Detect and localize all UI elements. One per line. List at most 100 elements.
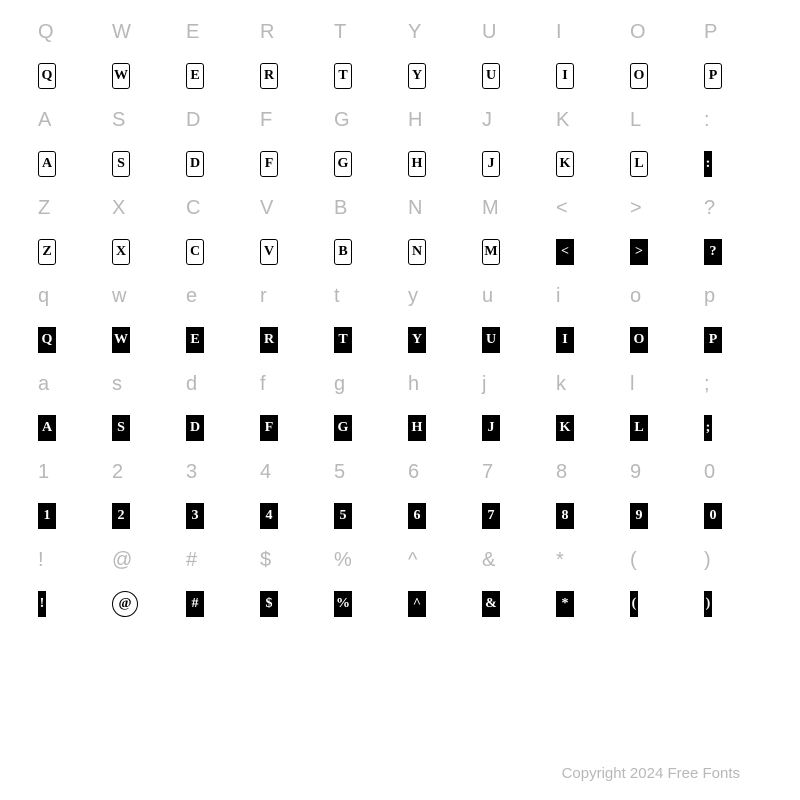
- char-label: V: [252, 186, 326, 230]
- label-char: I: [556, 21, 562, 44]
- char-glyph: 7: [474, 494, 548, 538]
- label-char: K: [556, 109, 569, 132]
- char-glyph: *: [548, 582, 622, 626]
- glyph: F: [260, 151, 278, 177]
- glyph: 4: [260, 503, 278, 529]
- label-char: X: [112, 197, 125, 220]
- label-char: 8: [556, 461, 567, 484]
- char-label: D: [178, 98, 252, 142]
- char-glyph: P: [696, 54, 770, 98]
- label-char: ^: [408, 549, 417, 572]
- char-label: G: [326, 98, 400, 142]
- char-label: W: [104, 10, 178, 54]
- char-glyph: C: [178, 230, 252, 274]
- glyph: >: [630, 239, 648, 265]
- char-glyph: &: [474, 582, 548, 626]
- char-glyph: !: [30, 582, 104, 626]
- label-char: O: [630, 21, 646, 44]
- label-char: $: [260, 549, 271, 572]
- label-char: o: [630, 285, 641, 308]
- char-glyph: L: [622, 406, 696, 450]
- char-glyph: Y: [400, 54, 474, 98]
- glyph: M: [482, 239, 500, 265]
- char-glyph: G: [326, 406, 400, 450]
- glyph: 9: [630, 503, 648, 529]
- char-label: E: [178, 10, 252, 54]
- char-label: (: [622, 538, 696, 582]
- char-label: u: [474, 274, 548, 318]
- char-glyph: B: [326, 230, 400, 274]
- glyph: P: [704, 63, 722, 89]
- label-char: g: [334, 373, 345, 396]
- char-glyph: V: [252, 230, 326, 274]
- char-glyph: %: [326, 582, 400, 626]
- char-glyph: N: [400, 230, 474, 274]
- char-glyph: @: [104, 582, 178, 626]
- label-char: B: [334, 197, 347, 220]
- glyph: S: [112, 151, 130, 177]
- glyph: #: [186, 591, 204, 617]
- glyph: %: [334, 591, 352, 617]
- glyph: S: [112, 415, 130, 441]
- glyph: Q: [38, 63, 56, 89]
- label-char: >: [630, 197, 642, 220]
- char-glyph: D: [178, 142, 252, 186]
- glyph: Y: [408, 63, 426, 89]
- label-char: r: [260, 285, 267, 308]
- glyph: I: [556, 327, 574, 353]
- glyph: 0: [704, 503, 722, 529]
- char-label: >: [622, 186, 696, 230]
- glyph: 7: [482, 503, 500, 529]
- char-label: J: [474, 98, 548, 142]
- glyph: H: [408, 151, 426, 177]
- char-label: O: [622, 10, 696, 54]
- label-char: *: [556, 549, 564, 572]
- glyph: !: [38, 591, 46, 617]
- char-glyph: ): [696, 582, 770, 626]
- char-glyph: #: [178, 582, 252, 626]
- label-char: d: [186, 373, 197, 396]
- glyph: &: [482, 591, 500, 617]
- glyph: 5: [334, 503, 352, 529]
- glyph: Y: [408, 327, 426, 353]
- label-char: e: [186, 285, 197, 308]
- glyph: (: [630, 591, 638, 617]
- label-char: R: [260, 21, 274, 44]
- glyph: O: [630, 63, 648, 89]
- label-char: U: [482, 21, 496, 44]
- char-glyph: H: [400, 406, 474, 450]
- label-char: Z: [38, 197, 50, 220]
- char-glyph: O: [622, 54, 696, 98]
- char-label: k: [548, 362, 622, 406]
- char-glyph: P: [696, 318, 770, 362]
- char-glyph: 4: [252, 494, 326, 538]
- char-glyph: I: [548, 54, 622, 98]
- char-label: *: [548, 538, 622, 582]
- glyph: B: [334, 239, 352, 265]
- glyph: O: [630, 327, 648, 353]
- char-label: ): [696, 538, 770, 582]
- char-glyph: <: [548, 230, 622, 274]
- label-char: M: [482, 197, 499, 220]
- char-glyph: 8: [548, 494, 622, 538]
- label-char: i: [556, 285, 560, 308]
- char-label: :: [696, 98, 770, 142]
- char-label: q: [30, 274, 104, 318]
- char-label: Z: [30, 186, 104, 230]
- char-glyph: F: [252, 142, 326, 186]
- char-label: l: [622, 362, 696, 406]
- char-label: M: [474, 186, 548, 230]
- char-label: <: [548, 186, 622, 230]
- char-label: e: [178, 274, 252, 318]
- char-label: s: [104, 362, 178, 406]
- char-label: i: [548, 274, 622, 318]
- label-char: ;: [704, 373, 710, 396]
- label-char: h: [408, 373, 419, 396]
- char-glyph: 9: [622, 494, 696, 538]
- char-label: T: [326, 10, 400, 54]
- char-label: N: [400, 186, 474, 230]
- char-label: X: [104, 186, 178, 230]
- label-char: 7: [482, 461, 493, 484]
- char-glyph: R: [252, 318, 326, 362]
- glyph: ?: [704, 239, 722, 265]
